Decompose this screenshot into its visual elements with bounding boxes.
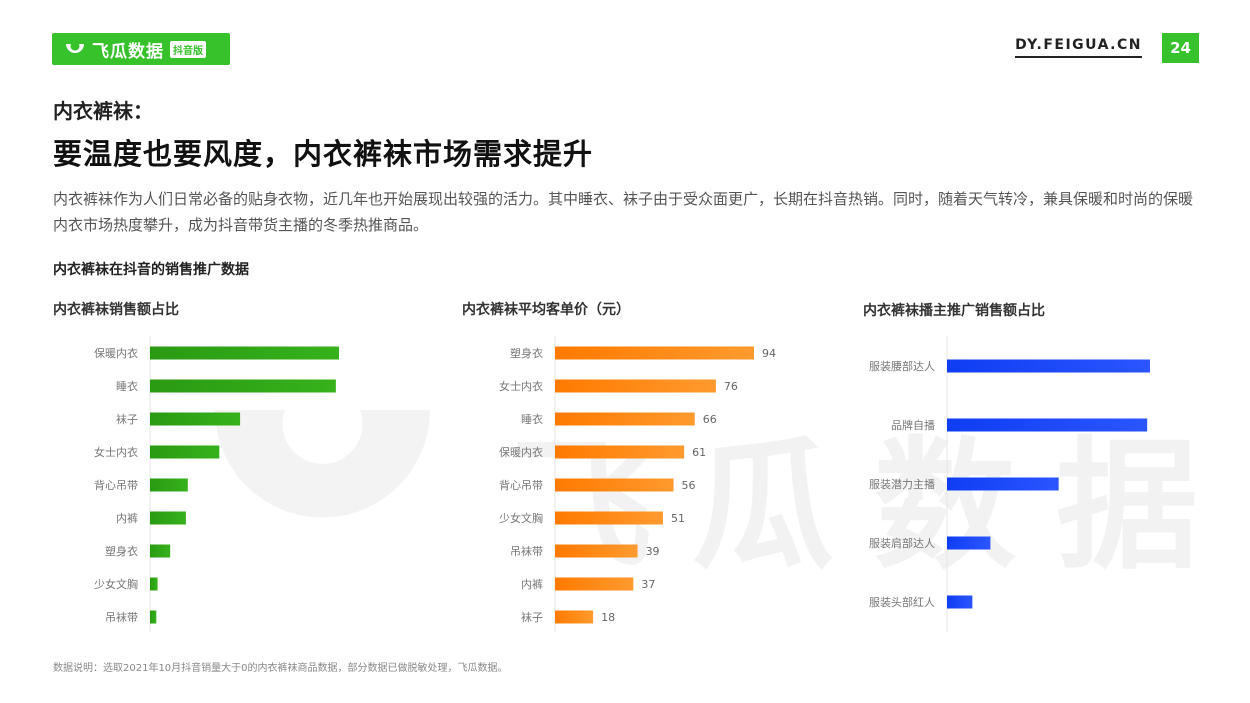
brand-logo: 飞瓜数据 抖音版 [52, 33, 230, 65]
chart-title-sales-share: 内衣裤袜销售额占比 [53, 302, 179, 318]
category-label: 吊袜带 [510, 544, 543, 558]
bar [150, 577, 158, 591]
bar [555, 544, 638, 558]
category-label: 服装潜力主播 [869, 477, 935, 491]
category-label: 背心吊带 [94, 478, 138, 492]
chart-avg-price: 塑身衣 94 女士内衣 76 睡衣 66 保暖内衣 61 背心吊带 56 少女文胸 51 吊袜带 39 内裤… [499, 336, 776, 632]
category-label: 塑身衣 [105, 544, 138, 558]
category-label: 睡衣 [116, 379, 138, 393]
bar [150, 379, 336, 393]
footnote: 数据说明：选取2021年10月抖音销量大于0的内衣裤袜商品数据，部分数据已做脱敏… [53, 663, 508, 674]
category-label: 塑身衣 [510, 346, 543, 360]
bar [555, 412, 695, 426]
bar [947, 477, 1059, 491]
feigua-logo-icon [66, 44, 84, 53]
bar [947, 536, 991, 550]
category-label: 品牌自播 [891, 418, 935, 432]
bar [555, 511, 663, 525]
bar [150, 445, 220, 459]
data-label: 76 [724, 380, 738, 393]
category-label: 睡衣 [521, 412, 543, 426]
chart-title-avg-price: 内衣裤袜平均客单价（元） [462, 302, 630, 318]
category-label: 保暖内衣 [94, 346, 138, 360]
category-label: 保暖内衣 [499, 445, 543, 459]
logo-badge: 抖音版 [170, 40, 206, 58]
category-label: 袜子 [521, 610, 543, 624]
section-title: 内衣裤袜在抖音的销售推广数据 [53, 262, 249, 278]
bar [150, 478, 188, 492]
bar [947, 418, 1148, 432]
bar [555, 610, 594, 624]
category-label: 内裤 [521, 577, 543, 591]
logo-text: 飞瓜数据 [92, 41, 164, 62]
category-label: 袜子 [116, 412, 138, 426]
category-label: 吊袜带 [105, 610, 138, 624]
bar [947, 595, 973, 609]
category-label: 服装头部红人 [869, 595, 935, 609]
bar [555, 577, 634, 591]
category-label: 内裤 [116, 511, 138, 525]
site-url[interactable]: DY.FEIGUA.CN [1015, 37, 1142, 58]
bar [150, 610, 157, 624]
bar [555, 346, 754, 360]
data-label: 56 [682, 479, 696, 492]
bar [150, 412, 241, 426]
category-label: 服装腰部达人 [869, 359, 935, 373]
page-subtitle: 内衣裤袜： [53, 99, 153, 123]
bar [150, 511, 186, 525]
data-label: 18 [601, 611, 615, 624]
data-label: 37 [641, 578, 655, 591]
bar [555, 445, 685, 459]
data-label: 66 [703, 413, 717, 426]
category-label: 少女文胸 [499, 511, 543, 525]
bar [150, 346, 339, 360]
category-label: 女士内衣 [499, 379, 543, 393]
page-description: 内衣裤袜作为人们日常必备的贴身衣物，近几年也开始展现出较强的活力。其中睡衣、袜子… [53, 190, 1194, 234]
page-title: 要温度也要风度，内衣裤袜市场需求提升 [53, 137, 594, 171]
category-label: 背心吊带 [499, 478, 543, 492]
data-label: 51 [671, 512, 685, 525]
data-label: 61 [692, 446, 706, 459]
category-label: 服装肩部达人 [869, 536, 935, 550]
bar [555, 379, 716, 393]
page-number: 24 [1162, 33, 1199, 63]
bar [150, 544, 171, 558]
category-label: 少女文胸 [94, 577, 138, 591]
chart-title-streamer-share: 内衣裤袜播主推广销售额占比 [863, 303, 1045, 319]
bar [947, 359, 1150, 373]
category-label: 女士内衣 [94, 445, 138, 459]
data-label: 39 [646, 545, 660, 558]
watermark-logo-icon [215, 410, 430, 518]
bar [555, 478, 674, 492]
data-label: 94 [762, 347, 776, 360]
